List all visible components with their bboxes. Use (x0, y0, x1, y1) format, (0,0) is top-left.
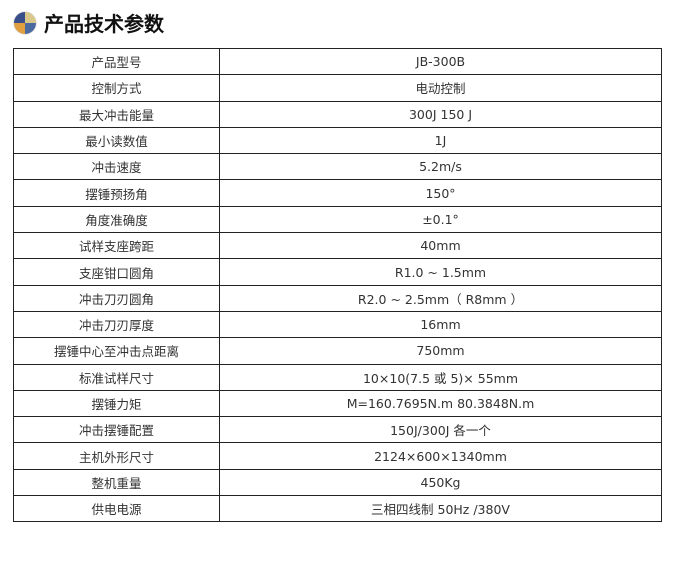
table-row: 支座钳口圆角 R1.0 ~ 1.5mm (13, 258, 662, 286)
spec-label: 试样支座跨距 (13, 232, 220, 260)
table-row: 摆锤预扬角 150° (13, 179, 662, 207)
spec-label: 冲击摆锤配置 (13, 416, 220, 444)
table-row: 冲击摆锤配置 150J/300J 各一个 (13, 416, 662, 444)
table-row: 摆锤中心至冲击点距离 750mm (13, 337, 662, 365)
spec-label: 最小读数值 (13, 126, 220, 155)
table-row: 控制方式 电动控制 (13, 74, 662, 102)
spec-value: 10×10(7.5 或 5)× 55mm (219, 363, 662, 391)
table-row: 主机外形尺寸 2124×600×1340mm (13, 442, 662, 470)
spec-label: 最大冲击能量 (13, 100, 220, 128)
table-row: 整机重量 450Kg (13, 468, 662, 497)
spec-label: 摆锤力矩 (13, 389, 220, 418)
spec-value: 40mm (219, 232, 662, 260)
spec-value: M=160.7695N.m 80.3848N.m (219, 389, 662, 418)
spec-label: 冲击速度 (13, 153, 220, 181)
spec-value: ±0.1° (219, 205, 662, 234)
spec-value: R2.0 ~ 2.5mm（ R8mm ） (219, 284, 662, 312)
spec-label: 支座钳口圆角 (13, 258, 220, 286)
table-row: 冲击刀刃圆角 R2.0 ~ 2.5mm（ R8mm ） (13, 284, 662, 312)
spec-value: 2124×600×1340mm (219, 442, 662, 470)
spec-label: 标准试样尺寸 (13, 363, 220, 391)
table-row: 最大冲击能量 300J 150 J (13, 100, 662, 128)
table-row: 摆锤力矩 M=160.7695N.m 80.3848N.m (13, 389, 662, 418)
spec-label: 摆锤中心至冲击点距离 (13, 337, 220, 365)
spec-value: 16mm (219, 310, 662, 339)
spec-value: 750mm (219, 337, 662, 365)
spec-value: 5.2m/s (219, 153, 662, 181)
spec-label: 角度准确度 (13, 205, 220, 234)
spec-label: 供电电源 (13, 495, 220, 523)
spec-label: 控制方式 (13, 74, 220, 102)
spec-label: 主机外形尺寸 (13, 442, 220, 470)
spec-table: 产品型号 JB-300B 控制方式 电动控制 最大冲击能量 300J 150 J 最小读数值… (13, 47, 662, 523)
spec-label: 冲击刀刃圆角 (13, 284, 220, 312)
table-row: 角度准确度 ±0.1° (13, 205, 662, 234)
spec-value: 电动控制 (219, 74, 662, 102)
spec-value: 三相四线制 50Hz /380V (219, 495, 662, 523)
table-row: 最小读数值 1J (13, 126, 662, 155)
table-row: 试样支座跨距 40mm (13, 232, 662, 260)
table-row: 产品型号 JB-300B (13, 47, 662, 76)
table-row: 冲击速度 5.2m/s (13, 153, 662, 181)
page-title: 产品技术参数 (44, 12, 164, 36)
spec-value: 150° (219, 179, 662, 207)
globe-quadrant-icon (14, 11, 36, 34)
table-row: 供电电源 三相四线制 50Hz /380V (13, 495, 662, 523)
table-row: 标准试样尺寸 10×10(7.5 或 5)× 55mm (13, 363, 662, 391)
spec-value: 150J/300J 各一个 (219, 416, 662, 444)
spec-label: 产品型号 (13, 47, 220, 76)
spec-value: 300J 150 J (219, 100, 662, 128)
spec-value: R1.0 ~ 1.5mm (219, 258, 662, 286)
spec-label: 冲击刀刃厚度 (13, 310, 220, 339)
spec-value: 450Kg (219, 468, 662, 497)
spec-value: 1J (219, 126, 662, 155)
spec-value: JB-300B (219, 47, 662, 76)
spec-label: 整机重量 (13, 468, 220, 497)
table-row: 冲击刀刃厚度 16mm (13, 310, 662, 339)
section-header: 产品技术参数 (14, 8, 164, 37)
spec-label: 摆锤预扬角 (13, 179, 220, 207)
